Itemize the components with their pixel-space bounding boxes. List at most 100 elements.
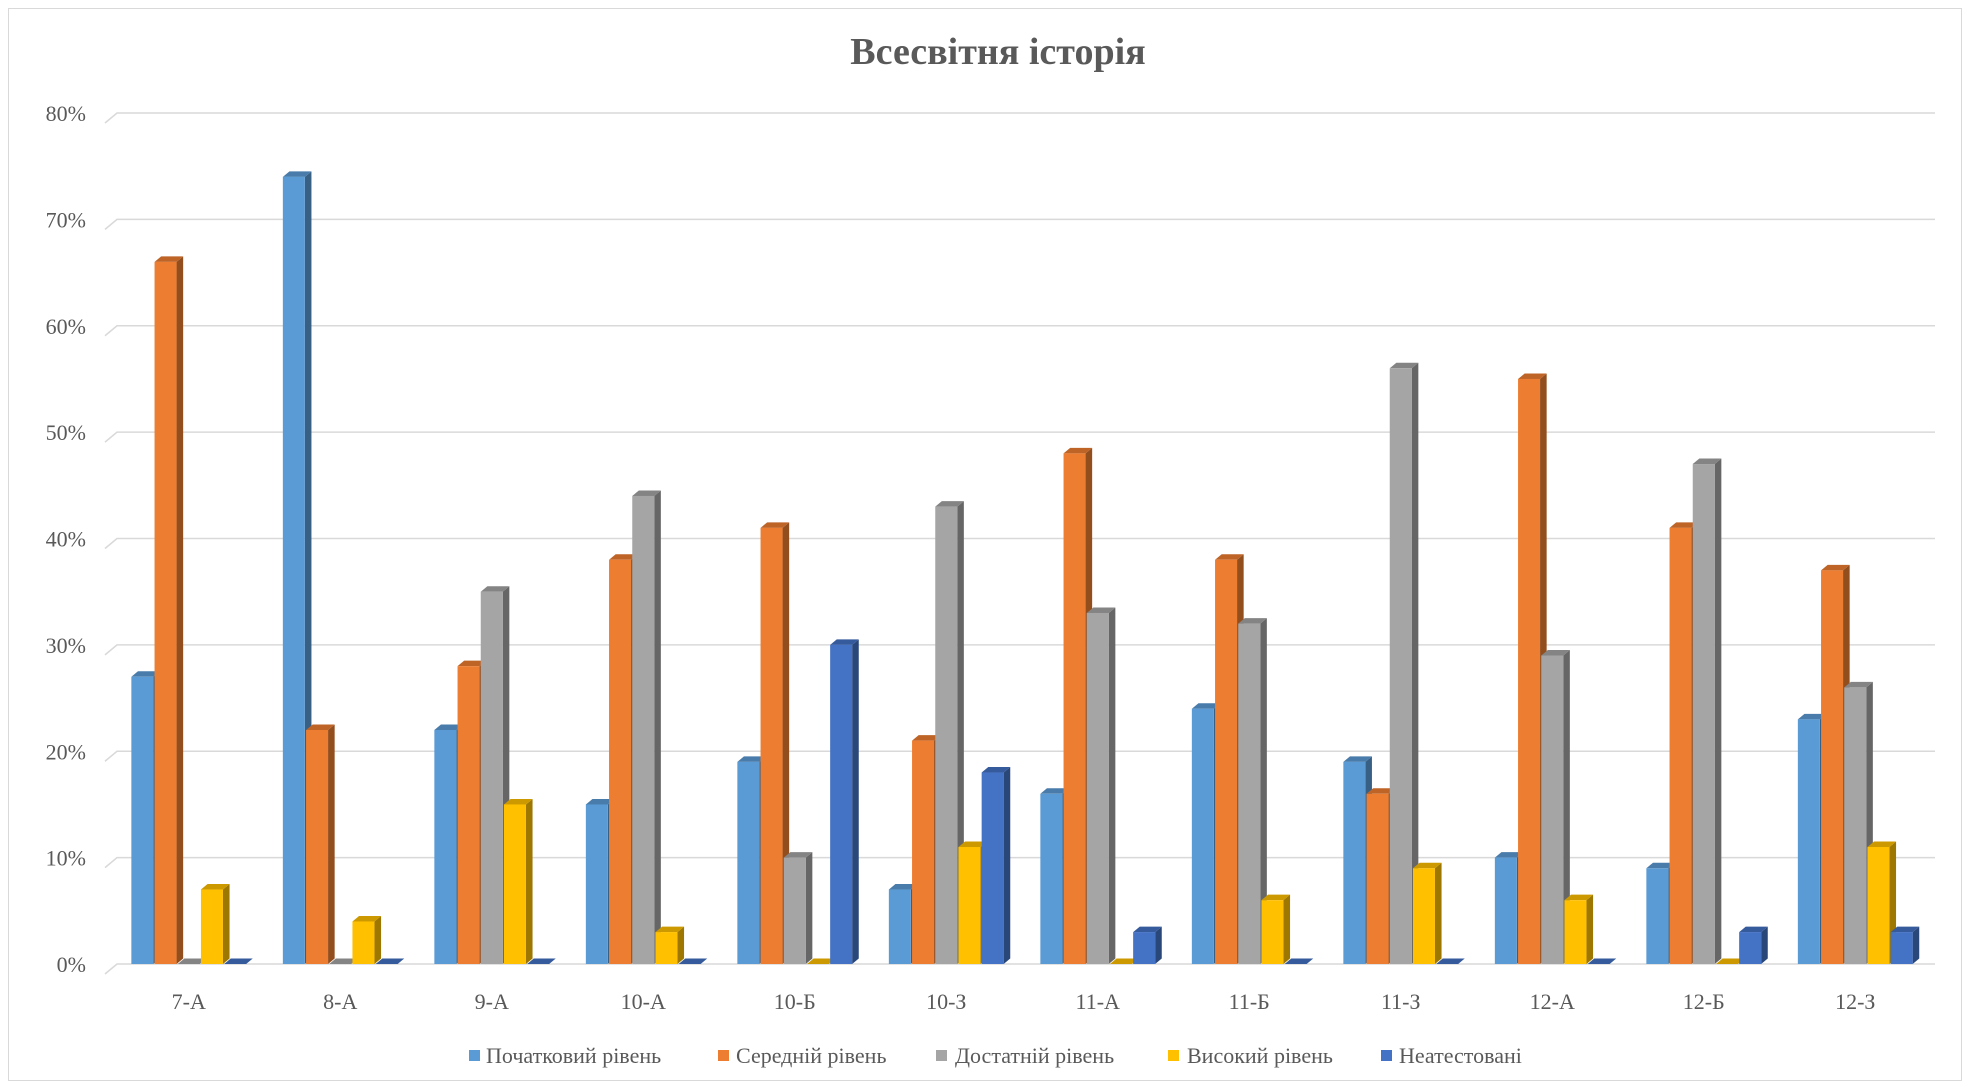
bar-top [1867,841,1897,847]
bar-front [457,666,480,964]
bar: Неатестовані — 11-Б: 0% [1284,958,1314,964]
bar-top [1564,894,1594,901]
bar-top [200,884,230,890]
bar-side [1912,926,1920,964]
bar-top [1436,958,1465,964]
bar: Середній рівень — 7-А: 66% [154,256,184,964]
legend-item: Високий рівень [1168,1043,1333,1068]
bar-front [1797,719,1820,964]
x-tick-label: 7-А [172,989,206,1014]
bar-top [888,884,918,890]
bar: Достатній рівень — 8-А: 0% [329,958,358,964]
bar: Неатестовані — 12-А: 0% [1587,958,1617,964]
bar-top [1261,894,1291,901]
bar-top [282,171,312,177]
chart-title: Всесвітня історія [850,31,1145,73]
bar: Високий рівень — 12-А: 6% [1564,894,1594,964]
x-tick-label: 8-А [323,989,357,1014]
bar-top [1821,564,1850,571]
bar-front [1646,868,1669,964]
bar-front [434,729,457,964]
bar-top [609,554,638,560]
bar-side [1260,618,1267,964]
bar-top [655,926,685,933]
bar-front [1541,655,1564,964]
bar-side [1714,458,1722,964]
bar-front [1063,453,1086,964]
bar-side [1563,650,1570,964]
x-tick-label: 12-З [1835,989,1875,1014]
bar-side [782,522,790,964]
bar-front [352,921,375,964]
bar-front [1261,900,1284,964]
bar-top [224,958,253,964]
x-tick-label: 12-А [1530,989,1575,1014]
bar-front [783,857,806,964]
bar-front [1215,559,1238,964]
bar-side [1411,362,1419,964]
bar-top [329,958,358,964]
bar-front [585,804,608,964]
bar-front [1412,868,1435,964]
bar-top [1086,607,1116,613]
bar-top [457,660,487,667]
bar-front [935,506,958,964]
bar-front [1821,570,1844,964]
bar-top [1890,926,1920,933]
bar-top [1518,373,1547,379]
bar-top [177,958,207,964]
bar-top [1238,618,1267,624]
bar: Достатній рівень — 10-Б: 10% [783,852,813,964]
legend-item: Неатестовані [1381,1043,1522,1068]
bar-front [632,495,655,964]
bar-top [1739,926,1768,933]
bar: Високий рівень — 10-Б: 0% [806,958,836,964]
y-tick-label: 40% [46,527,86,552]
bar-top [503,798,533,805]
bar: Високий рівень — 9-А: 15% [503,798,533,964]
bar: Неатестовані — 10-А: 0% [678,958,708,964]
bar-front [200,889,223,964]
bar: Неатестовані — 12-З: 3% [1890,926,1920,964]
y-tick-label: 30% [46,633,86,658]
bar-top [981,767,1011,773]
bar-front [1040,793,1063,964]
bar: Достатній рівень — 7-А: 0% [177,958,207,964]
bar-top [1133,926,1162,933]
bar-top [1343,756,1372,762]
bar-top [737,756,766,762]
bar-top [935,501,964,507]
bar-top [1587,958,1617,964]
bar-top [1412,862,1442,869]
bar-top [1797,713,1827,720]
bar-side [525,798,533,964]
x-axis: 7-А 8-А 9-А 10-А 10-Б 10-З 11-А 11-Б 11-З 12-А 12-… [172,989,1876,1014]
bar-side [374,915,382,964]
legend-swatch [718,1050,729,1061]
bar-front [1890,932,1913,964]
bar-top [632,490,661,496]
bar-front [1086,612,1109,964]
legend-label: Початковий рівень [486,1043,661,1068]
bar-front [131,676,154,964]
bar: Достатній рівень — 12-Б: 47% [1692,458,1722,964]
y-tick-label: 60% [46,314,86,339]
y-tick-label: 20% [46,739,86,764]
bar-front [655,932,678,964]
legend-label: Високий рівень [1187,1043,1333,1068]
legend-item: Достатній рівень [936,1043,1114,1068]
bar-front [282,176,305,964]
legend-label: Неатестовані [1399,1043,1522,1068]
bar: Високий рівень — 12-Б: 0% [1715,958,1745,964]
bar-front [912,740,935,964]
gridline [104,218,1935,230]
bar-front [154,261,177,964]
bar-front [1389,368,1412,964]
bar: Середній рівень — 10-Б: 41% [760,522,790,964]
bar-front [1343,761,1366,964]
bar-front [1366,793,1389,964]
bar-top [958,841,988,847]
legend-swatch [1381,1050,1392,1061]
bar-front [1739,932,1762,964]
gridlines [104,112,1935,975]
